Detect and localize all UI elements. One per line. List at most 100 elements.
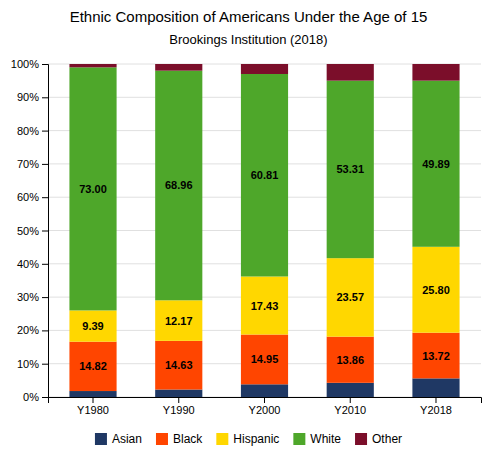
y-tick-label: 20% bbox=[17, 324, 39, 336]
bar bbox=[241, 74, 288, 276]
y-axis: 0% 10% 20% 30% 40% 50% 60% 70% 80% 90% 100% bbox=[11, 58, 49, 403]
y-tick-label: 30% bbox=[17, 291, 39, 303]
y-tick-mark bbox=[42, 330, 48, 331]
x-tick: Y2000 bbox=[249, 397, 281, 416]
y-tick: 30% bbox=[17, 291, 48, 303]
legend-swatch bbox=[156, 433, 168, 445]
title: Ethnic Composition of Americans Under th… bbox=[70, 8, 428, 25]
y-tick-label: 80% bbox=[17, 125, 39, 137]
data-label: 53.31 bbox=[336, 163, 364, 175]
legend: Asian Black Hispanic White Other bbox=[95, 432, 402, 446]
legend-item: Asian bbox=[95, 432, 142, 446]
y-tick-mark bbox=[42, 297, 48, 298]
bar bbox=[241, 335, 288, 385]
x-tick-label: Y2000 bbox=[249, 404, 281, 416]
data-label: 49.89 bbox=[422, 158, 450, 170]
bar bbox=[241, 384, 288, 397]
legend-item: Other bbox=[355, 432, 402, 446]
legend-label: Black bbox=[173, 432, 203, 446]
y-tick: 70% bbox=[17, 158, 48, 170]
x-tick-label: Y1980 bbox=[77, 404, 109, 416]
legend-item: Black bbox=[156, 432, 203, 446]
data-label: 14.95 bbox=[251, 353, 279, 365]
x-axis: Y1980 Y1990 Y2000 Y2010 Y2018 bbox=[49, 397, 482, 416]
bar bbox=[155, 64, 202, 71]
y-tick: 90% bbox=[17, 91, 48, 103]
legend-label: White bbox=[310, 432, 341, 446]
x-axis-line bbox=[49, 398, 482, 404]
data-label: 17.43 bbox=[251, 300, 279, 312]
y-tick: 10% bbox=[17, 358, 48, 370]
bar bbox=[69, 391, 116, 397]
x-tick-label: Y1990 bbox=[163, 404, 195, 416]
bar bbox=[69, 64, 116, 67]
data-label: 14.63 bbox=[165, 359, 193, 371]
y-tick-mark bbox=[42, 397, 48, 398]
y-axis-line bbox=[42, 65, 49, 398]
bar bbox=[69, 342, 116, 391]
x-tick-mark bbox=[264, 397, 265, 403]
y-tick: 80% bbox=[17, 125, 48, 137]
bar bbox=[241, 276, 288, 334]
x-tick: Y2018 bbox=[420, 397, 452, 416]
y-tick-mark bbox=[42, 197, 48, 198]
bar bbox=[327, 64, 374, 81]
data-label: 9.39 bbox=[82, 320, 103, 332]
y-tick-label: 70% bbox=[17, 158, 39, 170]
y-tick: 100% bbox=[11, 58, 48, 70]
x-tick-label: Y2018 bbox=[420, 404, 452, 416]
data-label: 60.81 bbox=[251, 169, 279, 181]
data-label: 14.82 bbox=[79, 360, 107, 372]
data-label: 13.86 bbox=[336, 354, 364, 366]
legend-label: Hispanic bbox=[233, 432, 279, 446]
y-tick-mark bbox=[42, 97, 48, 98]
y-tick-mark bbox=[42, 264, 48, 265]
y-tick: 60% bbox=[17, 191, 48, 203]
x-tick: Y2010 bbox=[334, 397, 366, 416]
bar bbox=[327, 337, 374, 383]
y-tick-label: 40% bbox=[17, 258, 39, 270]
y-tick-mark bbox=[42, 164, 48, 165]
grid bbox=[48, 64, 481, 397]
bar bbox=[155, 390, 202, 397]
y-tick: 20% bbox=[17, 324, 48, 336]
data-labels: 14.8214.6314.9513.8613.729.3912.1717.432… bbox=[79, 158, 450, 373]
data-label: 68.96 bbox=[165, 179, 193, 191]
data-label: 25.80 bbox=[422, 284, 450, 296]
bar bbox=[69, 67, 116, 310]
y-tick-label: 0% bbox=[23, 391, 39, 403]
y-tick-mark bbox=[42, 64, 48, 65]
y-tick: 0% bbox=[23, 391, 48, 403]
legend-swatch bbox=[293, 433, 305, 445]
bar bbox=[155, 71, 202, 301]
chart: Ethnic Composition of Americans Under th… bbox=[0, 0, 497, 459]
y-tick-label: 50% bbox=[17, 225, 39, 237]
series bbox=[69, 64, 459, 81]
bar bbox=[412, 81, 459, 247]
y-tick: 40% bbox=[17, 258, 48, 270]
x-tick: Y1980 bbox=[77, 397, 109, 416]
bar bbox=[327, 258, 374, 336]
subtitle: Brookings Institution (2018) bbox=[169, 32, 327, 47]
y-tick-mark bbox=[42, 364, 48, 365]
bar bbox=[69, 310, 116, 341]
data-label: 73.00 bbox=[79, 183, 107, 195]
data-label: 23.57 bbox=[336, 291, 364, 303]
y-tick-mark bbox=[42, 131, 48, 132]
data-label: 13.72 bbox=[422, 350, 450, 362]
y-tick-label: 60% bbox=[17, 191, 39, 203]
series bbox=[69, 333, 459, 391]
bar bbox=[327, 383, 374, 397]
x-tick: Y1990 bbox=[163, 397, 195, 416]
x-tick-label: Y2010 bbox=[334, 404, 366, 416]
y-tick-label: 90% bbox=[17, 91, 39, 103]
bar bbox=[412, 64, 459, 81]
legend-item: White bbox=[293, 432, 341, 446]
legend-item: Hispanic bbox=[216, 432, 279, 446]
y-tick-mark bbox=[42, 231, 48, 232]
legend-swatch bbox=[355, 433, 367, 445]
bar bbox=[412, 247, 459, 333]
bar bbox=[155, 341, 202, 390]
legend-label: Other bbox=[372, 432, 402, 446]
plot: 14.8214.6314.9513.8613.729.3912.1717.432… bbox=[11, 58, 482, 416]
